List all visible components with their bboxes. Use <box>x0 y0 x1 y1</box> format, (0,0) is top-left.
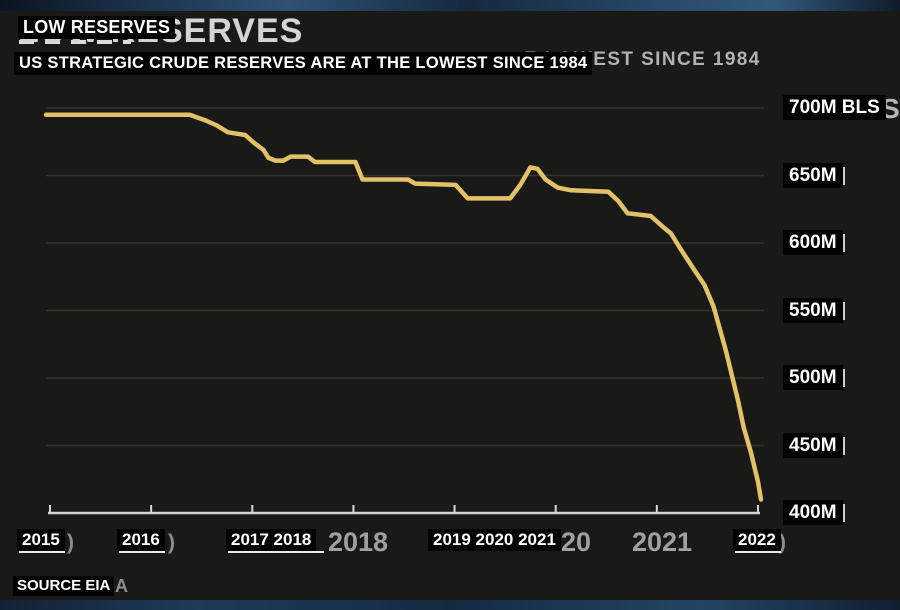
x-axis-label-box: 2019 2020 2021 <box>428 529 561 551</box>
y-label-remnant-bar <box>841 234 845 252</box>
original-x-axis-label-remnant: ) <box>779 531 786 554</box>
video-edge-band-top <box>0 0 900 11</box>
original-source-remnant: IA <box>110 576 128 596</box>
y-label-remnant-bar <box>841 504 845 522</box>
y-axis-label-450: 450M <box>783 432 843 458</box>
y-axis-label-600: 600M <box>783 230 843 255</box>
original-title-letter-bottoms <box>19 40 131 44</box>
title-caption-box: LOW RESERVES <box>18 16 176 39</box>
original-x-axis-label-remnant: 2021 <box>632 527 693 557</box>
y-axis-label-650: 650M <box>783 162 843 188</box>
y-axis-label-700: 700M BLS <box>783 95 886 120</box>
video-edge-band-bottom <box>0 600 900 610</box>
original-x-axis-label-remnant: 20 <box>561 527 592 557</box>
y-axis-label-550: 550M <box>783 297 843 323</box>
original-x-axis-label-remnant: ) <box>67 531 74 554</box>
x-axis-label-box: 2015 <box>17 529 65 551</box>
x-axis-label-box: 2017 2018 <box>226 529 317 551</box>
subtitle-caption-box: US STRATEGIC CRUDE RESERVES ARE AT THE L… <box>14 52 593 75</box>
y-label-remnant-bar <box>841 436 845 455</box>
y-label-remnant-bar <box>841 369 845 387</box>
y-label-remnant-bar <box>841 166 845 185</box>
original-x-axis-label-remnant: ) <box>168 531 175 554</box>
original-xlabel-bottom-sliver <box>735 551 781 553</box>
x-axis-label-box: 2016 <box>117 529 165 551</box>
reserves-line <box>43 112 764 502</box>
original-xlabel-bottom-sliver <box>228 551 324 553</box>
x-axis-label-box: 2022 <box>733 529 781 551</box>
original-xlabel-bottom-sliver <box>19 551 65 553</box>
original-xlabel-bottom-sliver <box>119 551 165 553</box>
y-axis-label-400: 400M <box>783 500 843 525</box>
y-axis-label-500: 500M <box>783 365 843 390</box>
original-x-axis-label-remnant: 2018 <box>328 527 389 557</box>
source-caption-box: SOURCE EIA <box>13 576 115 596</box>
y-label-remnant-bar <box>841 301 845 320</box>
